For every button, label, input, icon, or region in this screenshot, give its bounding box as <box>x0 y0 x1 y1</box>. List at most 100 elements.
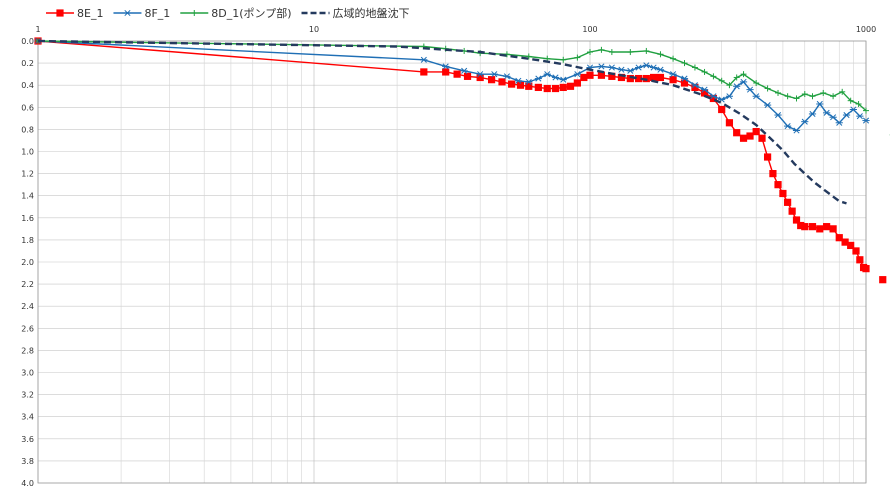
data-point <box>617 73 626 82</box>
data-point <box>816 100 824 108</box>
series-line <box>37 39 847 205</box>
data-point <box>758 134 766 142</box>
data-point <box>710 73 717 80</box>
data-point <box>801 91 808 98</box>
data-point <box>587 49 593 56</box>
data-point <box>835 234 843 242</box>
data-point <box>808 110 817 117</box>
data-point <box>476 73 484 82</box>
y-tick-label: 0.8 <box>21 125 34 134</box>
data-point <box>774 181 782 189</box>
data-point <box>797 221 805 230</box>
data-point <box>842 111 851 119</box>
data-point <box>580 73 588 82</box>
legend-label: 8E_1 <box>77 7 103 20</box>
y-tick-label: 2.6 <box>21 324 34 333</box>
y-tick-label: 0.6 <box>21 103 34 112</box>
data-point <box>503 73 511 80</box>
data-point <box>514 77 522 84</box>
y-tick-label: 1.6 <box>21 214 34 223</box>
data-point <box>739 134 748 142</box>
data-point <box>792 216 801 224</box>
data-point <box>701 68 708 75</box>
data-point <box>642 62 650 69</box>
data-point <box>718 105 726 114</box>
data-point <box>573 71 581 78</box>
y-tick-label: 0.4 <box>21 81 34 90</box>
legend-label: 8F_1 <box>144 7 170 20</box>
data-point <box>779 189 787 198</box>
legend-item-3: 8D_1(ポンプ部) <box>180 6 292 20</box>
data-point <box>784 123 792 130</box>
data-point <box>801 223 809 231</box>
data-point <box>420 56 428 63</box>
legend-label: 広域的地盤沈下 <box>333 6 410 20</box>
data-point <box>487 76 496 84</box>
data-point <box>793 95 800 102</box>
data-point <box>656 66 665 73</box>
data-point <box>680 75 689 82</box>
data-point <box>746 132 754 140</box>
y-tick-label: 2.0 <box>21 258 34 267</box>
series-1 <box>34 37 887 284</box>
data-point <box>847 241 855 250</box>
series-layer <box>34 37 890 284</box>
data-point <box>829 114 837 121</box>
data-point <box>656 73 665 82</box>
data-point <box>752 128 760 136</box>
data-point <box>709 94 718 103</box>
data-point <box>852 247 860 255</box>
data-point <box>635 74 643 83</box>
data-point <box>670 55 677 62</box>
data-point <box>617 66 626 73</box>
data-point <box>718 77 725 84</box>
x-tick-label: 100 <box>582 25 597 34</box>
data-point <box>792 127 801 134</box>
legend-label: 8D_1(ポンプ部) <box>211 6 291 20</box>
data-point <box>460 67 468 74</box>
data-point <box>752 93 760 100</box>
y-tick-label: 1.4 <box>21 192 34 201</box>
data-point <box>525 78 533 85</box>
data-point <box>856 256 864 264</box>
data-point <box>740 71 747 78</box>
data-point <box>643 47 650 54</box>
data-point <box>879 276 887 284</box>
y-tick-label: 1.0 <box>21 148 34 157</box>
data-point <box>784 93 791 100</box>
data-point <box>442 63 450 70</box>
data-point <box>573 79 581 87</box>
data-point <box>608 72 616 80</box>
data-point <box>855 100 862 107</box>
data-point <box>816 225 824 233</box>
x-tick-label: 1 <box>35 25 40 34</box>
data-point <box>680 79 689 87</box>
data-point <box>626 67 634 74</box>
data-point <box>516 81 525 89</box>
data-point <box>691 82 699 89</box>
data-point <box>788 207 796 215</box>
data-point <box>863 107 869 114</box>
data-point <box>508 80 516 88</box>
y-tick-label: 1.8 <box>21 236 34 245</box>
data-point <box>534 75 542 82</box>
data-point <box>862 117 870 124</box>
data-point <box>830 93 837 100</box>
y-tick-label: 3.2 <box>21 391 34 400</box>
data-point <box>608 64 616 71</box>
legend-item-4: 広域的地盤沈下 <box>301 6 410 20</box>
x-tick-label: 1000 <box>856 25 876 34</box>
data-point <box>839 88 846 95</box>
data-point <box>490 71 498 78</box>
data-point <box>559 76 567 83</box>
data-point <box>862 265 870 273</box>
y-tick-label: 3.8 <box>21 457 34 466</box>
data-point <box>543 71 551 78</box>
data-point <box>657 51 664 58</box>
y-tick-label: 2.8 <box>21 346 34 355</box>
data-point <box>543 84 551 93</box>
data-point <box>841 238 849 246</box>
legend-marker <box>56 9 64 17</box>
data-point <box>453 70 461 78</box>
data-point <box>566 82 575 90</box>
